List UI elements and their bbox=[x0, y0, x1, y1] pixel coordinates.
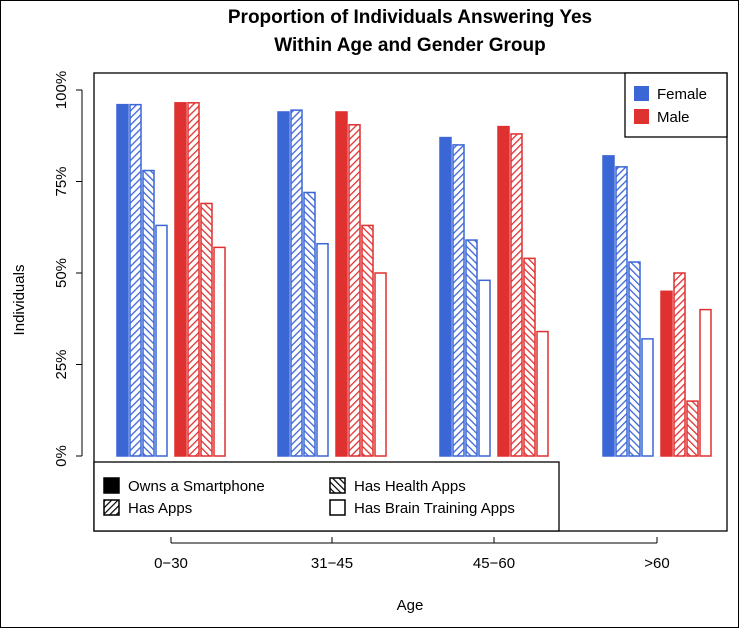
x-tick-label: >60 bbox=[644, 555, 669, 572]
bar-male-has-health-apps bbox=[200, 202, 213, 457]
x-axis-label: Age bbox=[397, 597, 424, 614]
bar-female-has-brain-training-apps bbox=[316, 242, 329, 457]
legend-gender-box bbox=[624, 72, 728, 138]
legend-label-has-health-apps: Has Health Apps bbox=[354, 478, 466, 495]
bar-female-owns-a-smartphone bbox=[439, 136, 452, 457]
y-tick-label: 100% bbox=[53, 71, 70, 109]
y-axis: 0% 25% 50% 75% 100% bbox=[53, 71, 83, 467]
bar-male-owns-a-smartphone bbox=[174, 102, 187, 457]
bar-male-has-brain-training-apps bbox=[374, 272, 387, 457]
bar-female-has-apps bbox=[129, 103, 142, 457]
bar-male-has-health-apps bbox=[361, 224, 374, 457]
bar-male-has-health-apps bbox=[523, 257, 536, 457]
legend-swatch-male bbox=[634, 109, 649, 124]
legend-label-owns-a-smartphone: Owns a Smartphone bbox=[128, 478, 265, 495]
chart-title-line1: Proportion of Individuals Answering Yes bbox=[228, 7, 592, 28]
bar-male-has-apps bbox=[673, 272, 686, 457]
bar-female-has-apps bbox=[615, 166, 628, 457]
y-tick-label: 0% bbox=[53, 445, 70, 467]
legend-label-female: Female bbox=[657, 86, 707, 103]
legend-label-has-apps: Has Apps bbox=[128, 500, 192, 517]
bar-female-has-apps bbox=[452, 144, 465, 457]
bar-female-has-brain-training-apps bbox=[478, 279, 491, 457]
bar-female-has-brain-training-apps bbox=[641, 338, 654, 457]
bars-group bbox=[116, 102, 712, 457]
legend-swatch-has-health-apps bbox=[329, 477, 346, 494]
legend-swatch-has-apps bbox=[103, 499, 120, 516]
y-tick-label: 50% bbox=[53, 258, 70, 288]
bar-female-owns-a-smartphone bbox=[116, 103, 129, 457]
bar-female-has-health-apps bbox=[303, 191, 316, 457]
bar-male-owns-a-smartphone bbox=[335, 111, 348, 457]
bar-female-owns-a-smartphone bbox=[277, 111, 290, 457]
bar-female-has-apps bbox=[290, 109, 303, 457]
bar-female-has-health-apps bbox=[465, 239, 478, 457]
legend-label-has-brain-training-apps: Has Brain Training Apps bbox=[354, 500, 515, 517]
bar-male-owns-a-smartphone bbox=[497, 125, 510, 457]
legend-swatch-owns-a-smartphone bbox=[103, 477, 120, 494]
x-axis: 0−30 31−45 45−60 >60 bbox=[154, 537, 670, 572]
legend-measure-box bbox=[93, 461, 560, 532]
x-tick-label: 45−60 bbox=[473, 555, 515, 572]
bar-male-has-apps bbox=[187, 102, 200, 457]
bar-female-has-brain-training-apps bbox=[155, 224, 168, 457]
bar-female-has-health-apps bbox=[142, 169, 155, 457]
bar-male-has-apps bbox=[510, 133, 523, 457]
bar-male-has-health-apps bbox=[686, 400, 699, 457]
y-tick-label: 25% bbox=[53, 349, 70, 379]
bar-male-has-apps bbox=[348, 124, 361, 457]
chart-title-line2: Within Age and Gender Group bbox=[274, 35, 545, 56]
legend-gender: Female Male bbox=[624, 72, 728, 138]
legend-measure: Owns a Smartphone Has Apps Has Health Apps… bbox=[93, 461, 560, 532]
y-tick-label: 75% bbox=[53, 166, 70, 196]
bar-female-owns-a-smartphone bbox=[602, 155, 615, 457]
bar-male-has-brain-training-apps bbox=[699, 308, 712, 457]
y-axis-label: Individuals bbox=[11, 265, 28, 336]
legend-swatch-has-brain-training-apps bbox=[329, 499, 346, 516]
legend-label-male: Male bbox=[657, 109, 690, 126]
x-tick-label: 31−45 bbox=[311, 555, 353, 572]
legend-swatch-female bbox=[634, 86, 649, 101]
x-tick-label: 0−30 bbox=[154, 555, 188, 572]
bar-male-owns-a-smartphone bbox=[660, 290, 673, 457]
bar-male-has-brain-training-apps bbox=[536, 330, 549, 457]
bar-female-has-health-apps bbox=[628, 261, 641, 457]
bar-male-has-brain-training-apps bbox=[213, 246, 226, 457]
